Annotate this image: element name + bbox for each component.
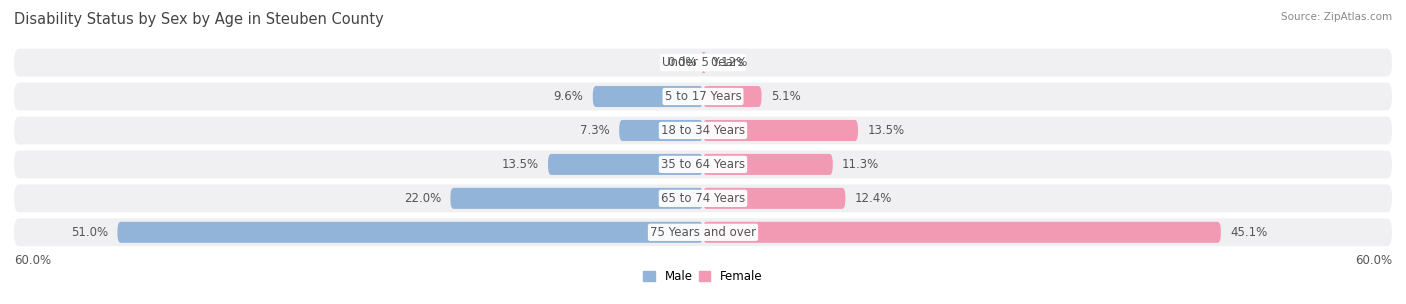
Text: 5 to 17 Years: 5 to 17 Years [665, 90, 741, 103]
FancyBboxPatch shape [703, 188, 845, 209]
FancyBboxPatch shape [14, 185, 1392, 212]
FancyBboxPatch shape [450, 188, 703, 209]
Text: 60.0%: 60.0% [14, 254, 51, 268]
FancyBboxPatch shape [14, 116, 1392, 144]
FancyBboxPatch shape [548, 154, 703, 175]
FancyBboxPatch shape [14, 218, 1392, 246]
FancyBboxPatch shape [703, 86, 762, 107]
Text: Disability Status by Sex by Age in Steuben County: Disability Status by Sex by Age in Steub… [14, 12, 384, 27]
FancyBboxPatch shape [703, 222, 1220, 243]
Text: 60.0%: 60.0% [1355, 254, 1392, 268]
Text: 13.5%: 13.5% [868, 124, 904, 137]
Text: 51.0%: 51.0% [72, 226, 108, 239]
Text: 75 Years and over: 75 Years and over [650, 226, 756, 239]
Text: 22.0%: 22.0% [404, 192, 441, 205]
FancyBboxPatch shape [14, 83, 1392, 110]
Text: 18 to 34 Years: 18 to 34 Years [661, 124, 745, 137]
Text: 13.5%: 13.5% [502, 158, 538, 171]
FancyBboxPatch shape [14, 49, 1392, 77]
Text: 7.3%: 7.3% [581, 124, 610, 137]
Text: 11.3%: 11.3% [842, 158, 879, 171]
Text: 9.6%: 9.6% [554, 90, 583, 103]
Text: 35 to 64 Years: 35 to 64 Years [661, 158, 745, 171]
FancyBboxPatch shape [703, 120, 858, 141]
FancyBboxPatch shape [593, 86, 703, 107]
Text: 0.0%: 0.0% [668, 56, 697, 69]
FancyBboxPatch shape [702, 52, 706, 73]
Text: Under 5 Years: Under 5 Years [662, 56, 744, 69]
FancyBboxPatch shape [117, 222, 703, 243]
Text: Source: ZipAtlas.com: Source: ZipAtlas.com [1281, 12, 1392, 22]
Text: 12.4%: 12.4% [855, 192, 891, 205]
FancyBboxPatch shape [619, 120, 703, 141]
FancyBboxPatch shape [14, 150, 1392, 178]
FancyBboxPatch shape [703, 154, 832, 175]
Legend: Male, Female: Male, Female [638, 266, 768, 288]
Text: 5.1%: 5.1% [770, 90, 800, 103]
Text: 0.12%: 0.12% [710, 56, 748, 69]
Text: 45.1%: 45.1% [1230, 226, 1267, 239]
Text: 65 to 74 Years: 65 to 74 Years [661, 192, 745, 205]
